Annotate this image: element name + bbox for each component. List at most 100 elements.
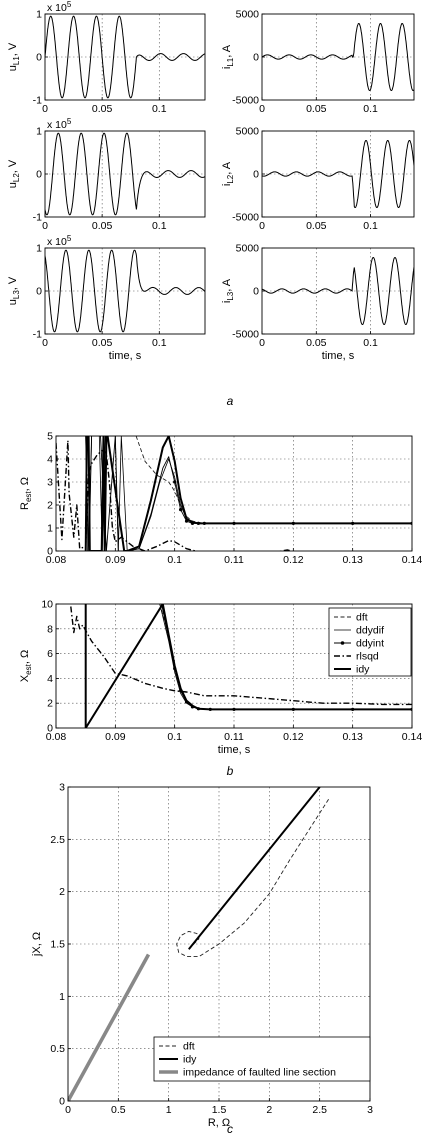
plot-area	[262, 140, 414, 208]
legend-label: ddyint	[356, 638, 384, 650]
x-tick-label: 0.14	[402, 554, 423, 566]
y-axis-label: uL3, V	[7, 276, 21, 305]
y-axis-label: iL3, A	[221, 278, 235, 303]
chart-RX: 0 0.5 1 1.5 2 2.5 3 0 0.5 1 1.5 2 2.5 3 R, Ω jX, Ω dftid…	[31, 782, 373, 1130]
x-tick-label: 0.14	[402, 731, 423, 743]
y-tick-label: -1	[33, 95, 42, 107]
y-tick-label: 5	[47, 431, 53, 443]
y-tick-label: 4	[47, 454, 53, 466]
y-tick-label: 5000	[236, 243, 260, 255]
x-tick-label: 0.1	[363, 103, 378, 115]
x-tick-label: 0	[42, 220, 48, 232]
y-tick-label: 3	[59, 782, 65, 794]
legend-label: impedance of faulted line section	[183, 1067, 336, 1079]
x-tick-label: 0	[65, 1104, 71, 1116]
chart-Rest: 0.08 0.09 0.1 0.11 0.12 0.13 0.14 0 1 2 3 4 5 Rest, Ω	[19, 431, 422, 567]
x-tick-label: 0	[259, 337, 265, 349]
y-exponent-label: x 105	[47, 117, 72, 131]
y-tick-label: 0	[253, 52, 259, 64]
series-Xest-rlsqd	[70, 606, 412, 706]
y-tick-label: 6	[47, 648, 53, 660]
series-point	[173, 480, 177, 484]
y-tick-label: 0	[253, 286, 259, 298]
series-uL2	[45, 132, 205, 216]
y-axis-label: Rest, Ω	[19, 477, 33, 510]
x-tick-label: 0.1	[363, 220, 378, 232]
plot-area	[56, 436, 412, 551]
x-tick-label: 3	[367, 1104, 373, 1116]
x-tick-label: 0.11	[224, 554, 244, 566]
y-tick-label: 1	[59, 991, 65, 1003]
x-tick-label: 0.08	[46, 554, 67, 566]
y-tick-label: 1	[36, 126, 42, 138]
y-tick-label: -5000	[232, 329, 259, 341]
x-tick-label: 0.13	[342, 554, 363, 566]
y-tick-label: 0	[36, 169, 42, 181]
y-tick-label: 1.5	[50, 939, 65, 951]
series-RX-dft	[176, 797, 331, 958]
x-tick-label: 0.1	[152, 103, 167, 115]
y-tick-label: 1	[47, 523, 53, 535]
y-axis-label: uL1, V	[7, 42, 21, 71]
series-Xest-idy	[84, 604, 412, 728]
caption-a: a	[227, 394, 234, 408]
plot-area	[45, 249, 205, 333]
x-tick-label: 0.1	[167, 554, 182, 566]
y-tick-label: 0	[253, 169, 259, 181]
y-tick-label: 1	[36, 9, 42, 21]
y-axis-label: iL2, A	[221, 161, 235, 186]
series-RX-impedance	[68, 953, 151, 1101]
x-tick-label: 0.09	[105, 731, 126, 743]
y-tick-label: -5000	[232, 212, 259, 224]
x-tick-label: 0.1	[152, 220, 167, 232]
y-exponent-label: x 105	[47, 0, 72, 14]
x-axis-label: R, Ω	[208, 1117, 230, 1129]
x-tick-label: 2	[266, 1104, 272, 1116]
legend-label: dft	[183, 1041, 195, 1053]
x-tick-label: 0.1	[152, 337, 167, 349]
legend-label: dft	[356, 612, 368, 624]
y-tick-label: 0.5	[50, 1043, 65, 1055]
x-axis-label: time, s	[109, 350, 142, 362]
y-tick-label: 0	[36, 286, 42, 298]
x-tick-label: 0	[42, 337, 48, 349]
x-tick-label: 0	[42, 103, 48, 115]
y-tick-label: 3	[47, 477, 53, 489]
series-Rest-ddydif	[85, 436, 412, 551]
series-RX-idy	[188, 787, 321, 950]
series-iL1	[262, 23, 414, 91]
y-tick-label: 8	[47, 623, 53, 635]
y-tick-label: 0	[36, 52, 42, 64]
legend-label: rlsqd	[356, 651, 379, 663]
y-tick-label: 2.5	[50, 834, 65, 846]
x-tick-label: 0.05	[306, 220, 327, 232]
caption-c: c	[227, 1122, 233, 1136]
x-tick-label: 0.05	[306, 337, 327, 349]
x-tick-label: 0.08	[46, 731, 67, 743]
y-tick-label: -1	[33, 329, 42, 341]
y-tick-label: -5000	[232, 95, 259, 107]
legend-label: idy	[356, 664, 370, 676]
x-tick-label: 0	[259, 220, 265, 232]
y-axis-label: uL2, V	[7, 159, 21, 188]
plot-area	[45, 132, 205, 216]
x-tick-label: 1.5	[212, 1104, 227, 1116]
series-Rest-rlsqd	[56, 439, 294, 551]
plot-area	[68, 787, 331, 1101]
plot-area	[70, 604, 412, 728]
y-tick-label: 5000	[236, 126, 260, 138]
x-axis-label: time, s	[322, 350, 355, 362]
legend-label: idy	[183, 1054, 197, 1066]
y-tick-label: 5000	[236, 9, 260, 21]
y-tick-label: 4	[47, 673, 53, 685]
series-Rest-ddyint	[85, 436, 412, 551]
y-tick-label: 0	[47, 546, 53, 558]
x-tick-label: 0.1	[167, 731, 182, 743]
x-tick-label: 0.05	[92, 103, 113, 115]
